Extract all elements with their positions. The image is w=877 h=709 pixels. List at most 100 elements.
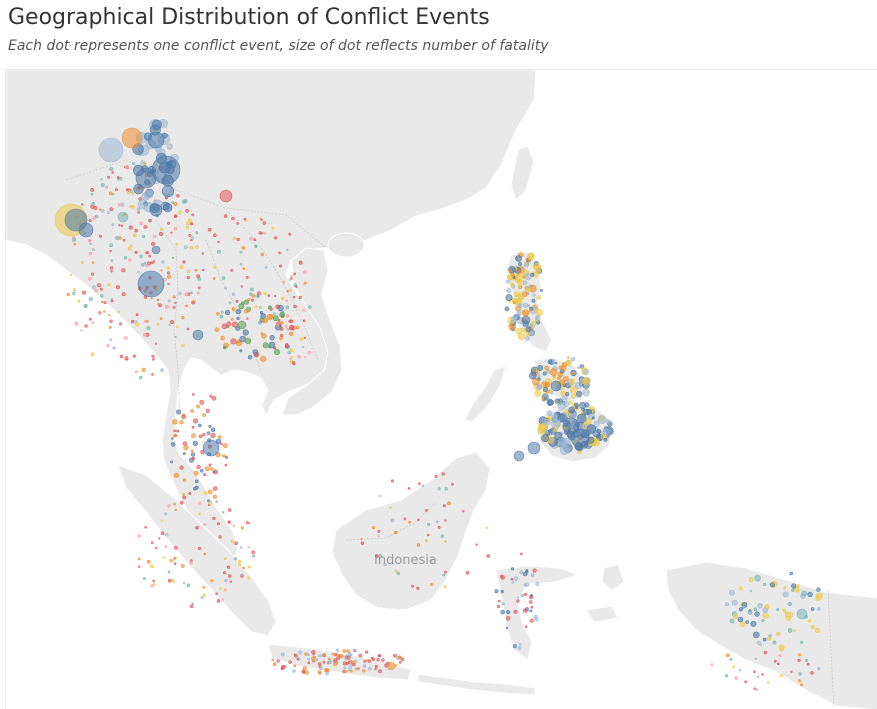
conflict-event-dot[interactable] (262, 342, 269, 349)
conflict-event-dot[interactable] (804, 658, 808, 662)
conflict-event-dot[interactable] (527, 304, 531, 308)
conflict-event-dot[interactable] (151, 241, 156, 246)
conflict-event-dot[interactable] (115, 235, 120, 241)
conflict-event-dot[interactable] (117, 211, 129, 223)
conflict-event-dot[interactable] (520, 593, 524, 598)
conflict-event-dot[interactable] (527, 252, 535, 261)
conflict-event-dot[interactable] (485, 526, 488, 529)
conflict-event-dot[interactable] (267, 294, 271, 297)
conflict-event-dot[interactable] (286, 248, 289, 251)
conflict-event-dot[interactable] (97, 283, 102, 288)
conflict-event-dot[interactable] (352, 663, 356, 667)
conflict-event-dot[interactable] (272, 662, 277, 667)
conflict-event-dot[interactable] (192, 440, 199, 447)
conflict-event-dot[interactable] (376, 658, 380, 662)
conflict-event-dot[interactable] (289, 319, 294, 323)
conflict-event-dot[interactable] (518, 261, 523, 266)
conflict-event-dot[interactable] (289, 324, 295, 331)
conflict-event-dot[interactable] (810, 671, 814, 675)
conflict-event-dot[interactable] (88, 239, 92, 243)
conflict-event-dot[interactable] (215, 500, 218, 503)
conflict-event-dot[interactable] (791, 583, 797, 589)
conflict-event-dot[interactable] (279, 327, 284, 331)
conflict-event-dot[interactable] (335, 648, 340, 652)
conflict-event-dot[interactable] (217, 249, 221, 254)
conflict-event-dot[interactable] (159, 232, 164, 237)
conflict-event-dot[interactable] (163, 186, 170, 194)
conflict-event-dot[interactable] (307, 653, 310, 657)
conflict-event-dot[interactable] (362, 669, 366, 673)
conflict-event-dot[interactable] (550, 380, 562, 392)
conflict-event-dot[interactable] (274, 294, 277, 298)
conflict-event-dot[interactable] (532, 568, 537, 573)
conflict-event-dot[interactable] (441, 472, 445, 476)
conflict-event-dot[interactable] (232, 524, 236, 528)
conflict-event-dot[interactable] (390, 518, 395, 523)
map-canvas[interactable]: Indonesia (6, 70, 877, 709)
conflict-event-dot[interactable] (202, 439, 220, 457)
conflict-event-dot[interactable] (254, 305, 258, 309)
conflict-event-dot[interactable] (223, 345, 227, 350)
conflict-event-dot[interactable] (198, 501, 202, 505)
conflict-event-dot[interactable] (88, 276, 92, 281)
conflict-event-dot[interactable] (208, 463, 212, 467)
conflict-event-dot[interactable] (276, 323, 280, 327)
conflict-event-dot[interactable] (167, 221, 171, 225)
conflict-event-dot[interactable] (304, 355, 307, 359)
conflict-event-dot[interactable] (451, 482, 454, 486)
conflict-event-dot[interactable] (505, 626, 509, 630)
conflict-event-dot[interactable] (311, 659, 315, 663)
conflict-event-dot[interactable] (223, 557, 227, 561)
conflict-event-dot[interactable] (150, 261, 154, 265)
conflict-event-dot[interactable] (430, 560, 433, 563)
conflict-event-dot[interactable] (346, 649, 351, 654)
conflict-event-dot[interactable] (146, 326, 151, 331)
conflict-event-dot[interactable] (186, 327, 190, 331)
conflict-event-dot[interactable] (110, 270, 113, 273)
conflict-event-dot[interactable] (486, 554, 491, 558)
conflict-event-dot[interactable] (597, 415, 607, 424)
conflict-event-dot[interactable] (212, 277, 216, 280)
conflict-event-dot[interactable] (232, 236, 237, 241)
conflict-event-dot[interactable] (256, 294, 260, 299)
conflict-event-dot[interactable] (293, 272, 297, 276)
conflict-event-dot[interactable] (134, 250, 138, 254)
conflict-event-dot[interactable] (189, 245, 194, 250)
conflict-event-dot[interactable] (290, 277, 293, 280)
conflict-event-dot[interactable] (427, 533, 430, 537)
conflict-event-dot[interactable] (219, 314, 224, 319)
conflict-event-dot[interactable] (198, 423, 202, 428)
conflict-event-dot[interactable] (119, 322, 123, 326)
conflict-event-dot[interactable] (238, 559, 242, 564)
conflict-event-dot[interactable] (425, 508, 428, 512)
conflict-event-dot[interactable] (145, 263, 149, 268)
conflict-event-dot[interactable] (155, 342, 158, 345)
conflict-event-dot[interactable] (551, 414, 558, 420)
conflict-event-dot[interactable] (435, 520, 439, 524)
conflict-event-dot[interactable] (761, 618, 765, 623)
conflict-event-dot[interactable] (151, 245, 161, 255)
conflict-event-dot[interactable] (280, 321, 284, 325)
conflict-event-dot[interactable] (295, 325, 300, 330)
conflict-event-dot[interactable] (139, 254, 143, 259)
conflict-event-dot[interactable] (280, 652, 285, 657)
conflict-event-dot[interactable] (135, 167, 157, 189)
conflict-event-dot[interactable] (523, 262, 530, 268)
conflict-event-dot[interactable] (223, 214, 228, 218)
conflict-event-dot[interactable] (444, 540, 447, 543)
conflict-event-dot[interactable] (517, 303, 523, 309)
conflict-event-dot[interactable] (149, 564, 154, 569)
conflict-event-dot[interactable] (261, 333, 267, 339)
conflict-event-dot[interactable] (568, 406, 576, 414)
conflict-event-dot[interactable] (170, 460, 174, 464)
conflict-event-dot[interactable] (279, 312, 286, 318)
conflict-event-dot[interactable] (517, 333, 526, 341)
conflict-event-dot[interactable] (302, 319, 306, 323)
conflict-event-dot[interactable] (494, 589, 499, 594)
conflict-event-dot[interactable] (108, 314, 111, 317)
conflict-event-dot[interactable] (121, 268, 126, 273)
conflict-event-dot[interactable] (111, 223, 115, 226)
conflict-event-dot[interactable] (762, 607, 768, 614)
conflict-event-dot[interactable] (737, 616, 744, 623)
conflict-event-dot[interactable] (260, 218, 263, 221)
